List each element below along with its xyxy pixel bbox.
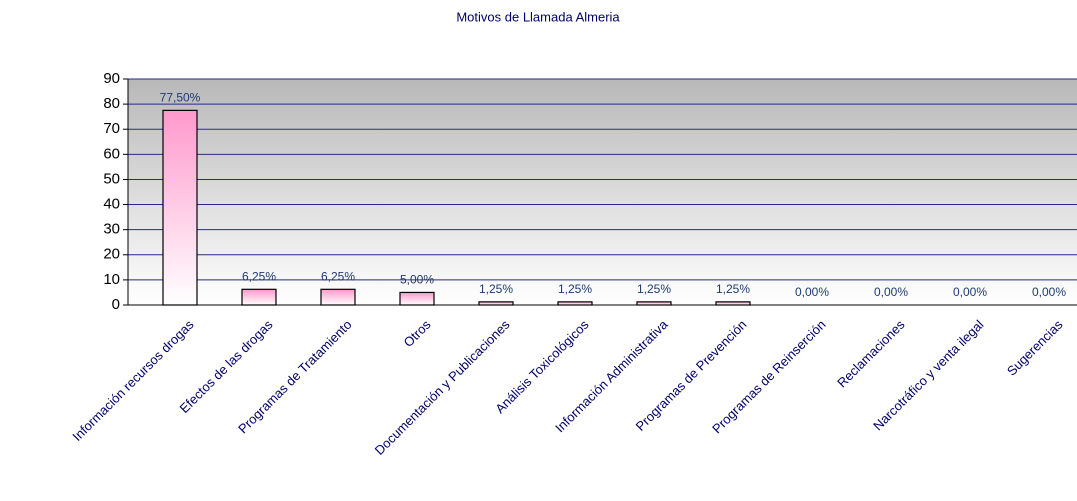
value-label: 77,50%	[160, 91, 201, 105]
bar	[162, 109, 198, 306]
bar	[399, 291, 435, 306]
y-tick-label: 60	[103, 145, 120, 162]
chart-title: Motivos de Llamada Almeria	[456, 9, 620, 24]
bar	[715, 301, 751, 306]
y-tick-label: 40	[103, 196, 120, 213]
bar	[636, 301, 672, 306]
value-label: 6,25%	[321, 269, 355, 283]
x-tick-label: Reclamaciones	[834, 317, 908, 391]
value-label: 5,00%	[400, 273, 434, 287]
y-tick-label: 70	[103, 120, 120, 137]
value-label: 0,00%	[1032, 285, 1066, 299]
bar	[557, 301, 593, 306]
y-tick-label: 30	[103, 221, 120, 238]
y-tick-label: 0	[112, 296, 120, 313]
bar	[241, 288, 277, 306]
y-tick-label: 20	[103, 246, 120, 263]
value-label: 1,25%	[479, 282, 513, 296]
y-tick-label: 80	[103, 95, 120, 112]
y-tick-label: 90	[103, 70, 120, 87]
value-label: 1,25%	[716, 282, 750, 296]
value-label: 1,25%	[637, 282, 671, 296]
value-label: 0,00%	[795, 285, 829, 299]
value-label: 0,00%	[953, 285, 987, 299]
value-label: 0,00%	[874, 285, 908, 299]
plot-area	[128, 79, 1077, 305]
bar	[320, 288, 356, 306]
value-label: 1,25%	[558, 282, 592, 296]
value-label: 6,25%	[242, 269, 276, 283]
x-tick-label: Información recursos drogas	[69, 317, 196, 444]
y-tick-label: 50	[103, 170, 120, 187]
y-tick-label: 10	[103, 271, 120, 288]
x-tick-label: Documentación y Publicaciones	[372, 317, 513, 458]
x-tick-label: Sugerencias	[1004, 317, 1066, 379]
bar	[478, 301, 514, 306]
x-tick-label: Otros	[400, 317, 433, 350]
